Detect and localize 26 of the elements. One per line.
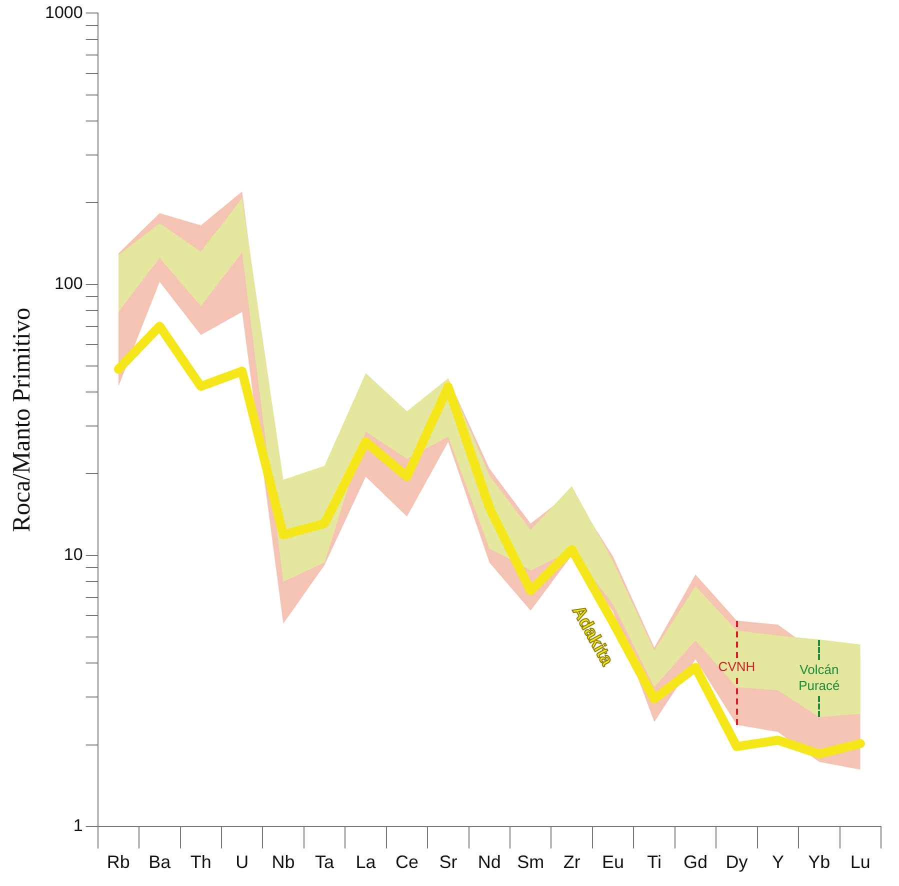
x-tick-label: Lu [850, 852, 870, 872]
y-tick-label: 1000 [44, 2, 83, 22]
y-tick-label: 100 [54, 274, 83, 293]
y-axis-title: Roca/Manto Primitivo [8, 308, 36, 532]
x-tick-label: Dy [726, 852, 748, 872]
y-tick-label: 1 [73, 816, 83, 836]
x-tick-label: U [236, 852, 249, 872]
x-tick-label: Ta [315, 852, 336, 872]
x-tick-label: La [356, 852, 377, 872]
x-tick-label: Sm [517, 852, 544, 872]
y-tick-label: 10 [64, 545, 83, 564]
annotation: CVNH [718, 659, 756, 674]
x-tick-label: Yb [808, 852, 830, 872]
x-tick-label: Sr [439, 852, 458, 872]
x-tick-label: Ba [148, 852, 172, 872]
x-tick-label: Y [772, 852, 784, 872]
x-tick-label: Ti [647, 852, 662, 872]
x-tick-label: Gd [684, 852, 708, 872]
annotation: Volcán Puracé [798, 662, 840, 693]
x-tick-label: Nd [478, 852, 501, 872]
x-tick-label: Nb [272, 852, 295, 872]
x-tick-label: Zr [563, 852, 580, 872]
x-tick-label: Ce [395, 852, 418, 872]
x-tick-label: Th [190, 852, 212, 872]
x-tick-label: Rb [106, 852, 130, 872]
x-tick-label: Eu [602, 852, 624, 872]
